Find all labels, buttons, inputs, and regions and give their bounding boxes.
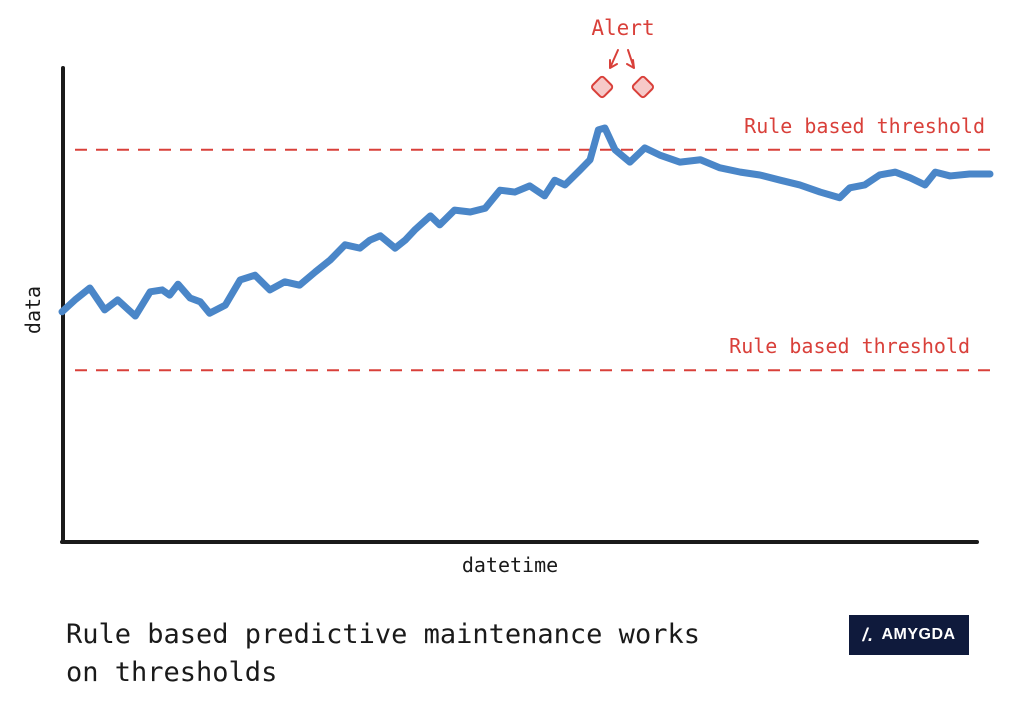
logo-mark-icon: /. bbox=[862, 624, 874, 645]
caption-line-2: on thresholds bbox=[66, 657, 278, 688]
alert-arrow-icon bbox=[626, 49, 635, 69]
x-axis-label: datetime bbox=[462, 553, 558, 577]
amygda-logo: /. AMYGDA bbox=[849, 615, 969, 655]
alert-label: Alert bbox=[591, 16, 654, 40]
y-axis-label: data bbox=[21, 286, 45, 334]
caption: Rule based predictive maintenance works … bbox=[66, 616, 766, 692]
alert-arrow-icon bbox=[609, 49, 619, 69]
threshold-label: Rule based threshold bbox=[744, 114, 985, 138]
alert-marker bbox=[591, 75, 614, 99]
threshold-label: Rule based threshold bbox=[729, 334, 970, 358]
alert-marker bbox=[631, 75, 654, 99]
logo-text: AMYGDA bbox=[881, 626, 956, 643]
data-series-line bbox=[58, 124, 994, 320]
caption-line-1: Rule based predictive maintenance works bbox=[66, 619, 700, 650]
